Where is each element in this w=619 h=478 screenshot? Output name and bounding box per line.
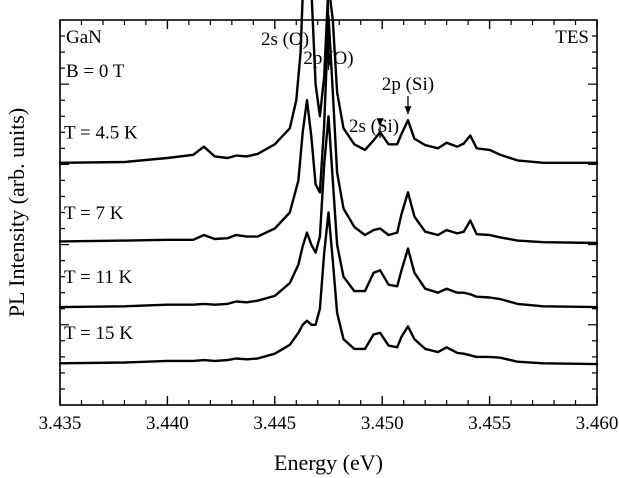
series-label-4: T = 15 K: [64, 323, 133, 344]
x-tick-label: 3.445: [253, 413, 296, 434]
series-line-2: [58, 14, 599, 245]
annotation-arrow-head: [404, 106, 412, 115]
annotation-label: 2s (O): [261, 29, 309, 50]
x-tick-label: 3.450: [361, 413, 404, 434]
x-tick-label: 3.455: [468, 413, 511, 434]
series-label-3: T = 11 K: [64, 267, 133, 288]
x-tick-label: 3.460: [576, 413, 619, 434]
series-line-3: [58, 115, 599, 309]
annotation-label: 2p (Si): [382, 74, 434, 95]
series-layer: [58, 0, 599, 366]
field-label: B = 0 T: [66, 61, 125, 82]
series-labels: T = 4.5 K T = 7 K T = 11 K T = 15 K: [64, 123, 138, 345]
material-label: GaN: [66, 27, 102, 48]
peak-annotations: 2s (O)2p (O)2s (Si)2p (Si): [261, 0, 434, 138]
x-axis-title: Energy (eV): [274, 450, 383, 475]
x-tick-label: 3.435: [39, 413, 82, 434]
series-label-1: T = 4.5 K: [64, 123, 138, 144]
x-tick-labels: 3.435 3.440 3.445 3.450 3.455 3.460: [39, 413, 619, 434]
series-label-2: T = 7 K: [64, 203, 124, 224]
annotation-label: 2s (Si): [349, 116, 399, 137]
annotation-arrow-head: [376, 118, 384, 127]
tick-layer: [59, 20, 598, 405]
y-axis-title: PL Intensity (arb. units): [4, 108, 29, 317]
series-line-4: [58, 211, 599, 366]
mode-label: TES: [555, 27, 589, 48]
x-tick-label: 3.440: [146, 413, 189, 434]
series-line-1: [58, 0, 599, 164]
